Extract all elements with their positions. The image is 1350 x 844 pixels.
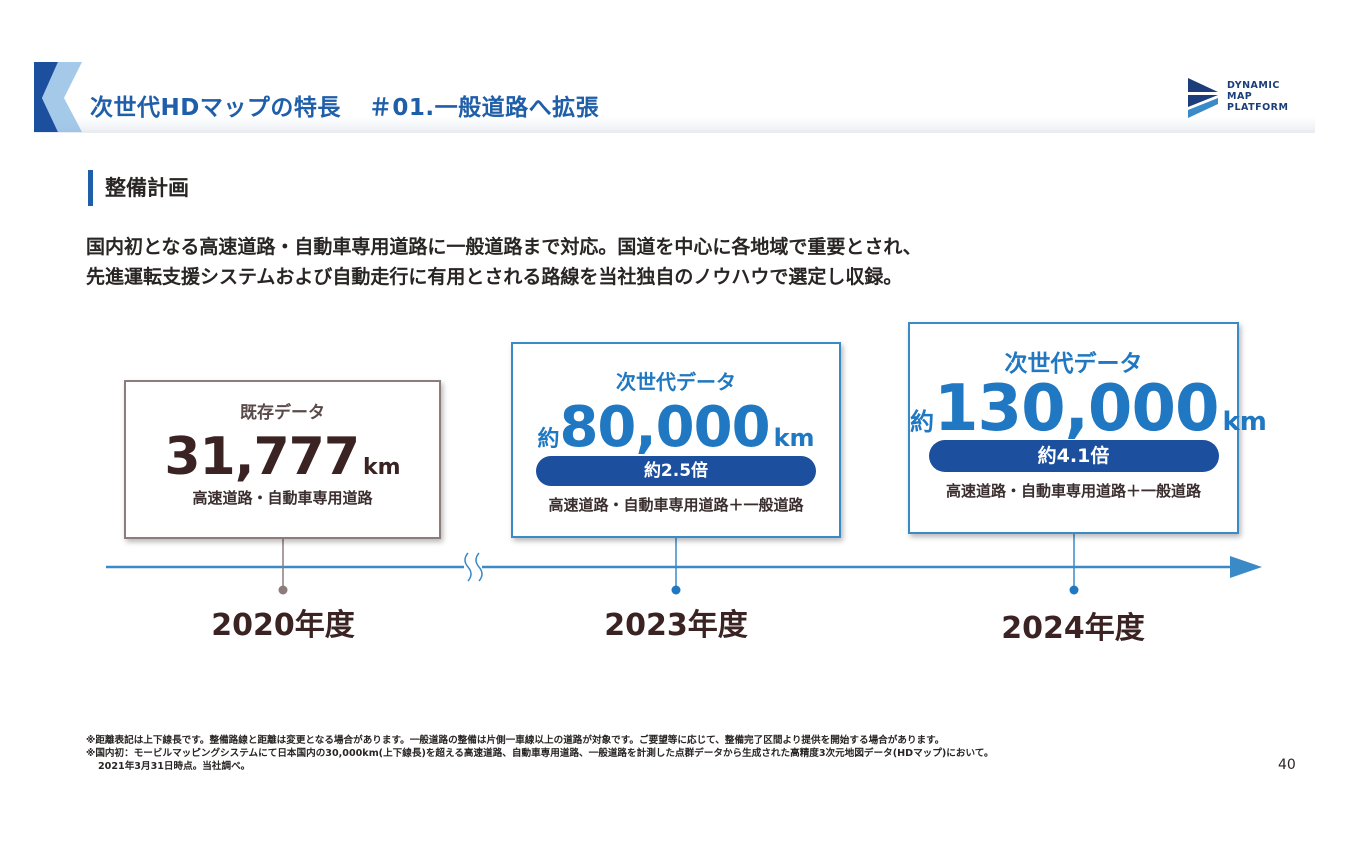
timeline-arrowhead-icon <box>1230 556 1262 578</box>
box-label: 次世代データ <box>1004 351 1143 377</box>
data-box-2020: 既存データ 31,777 km 高速道路・自動車専用道路 <box>124 380 441 539</box>
slide-title: 次世代HDマップの特長 ＃01.一般道路へ拡張 <box>90 88 599 122</box>
footnotes: ※距離表記は上下線長です。整備路線と距離は変更となる場合があります。一般道路の整… <box>86 734 994 773</box>
box-label: 次世代データ <box>616 370 736 394</box>
distance-unit: km <box>363 455 401 480</box>
approx-prefix: 約 <box>910 408 934 436</box>
distance-unit: km <box>773 424 815 452</box>
timeline-break-icon <box>475 552 483 582</box>
approx-prefix: 約 <box>537 427 560 452</box>
lead-line: 国内初となる高速道路・自動車専用道路に一般道路まで対応。国道を中心に各地域で重要… <box>86 236 922 258</box>
distance-number: 31,777 <box>164 427 360 487</box>
logo-line: MAP <box>1227 91 1253 102</box>
footnote-line: 2021年3月31日時点。当社調べ。 <box>98 761 251 772</box>
header-bar <box>34 62 1315 133</box>
box-label: 既存データ <box>240 403 325 423</box>
distance-value: 31,777 km <box>126 427 439 487</box>
slide-title-main: 次世代HDマップの特長 <box>90 95 341 121</box>
marker-2024 <box>1069 585 1079 595</box>
timeline-break-icon <box>464 552 472 582</box>
footnote-line: ※国内初：モービルマッピングシステムにて日本国内の30,000km(上下線長)を… <box>86 748 994 759</box>
distance-number: 80,000 <box>559 395 770 460</box>
data-box-2023: 次世代データ 約80,000 km 約2.5倍 高速道路・自動車専用道路＋一般道路 <box>511 342 841 538</box>
section-heading: 整備計画 <box>88 170 189 206</box>
company-logo-text: DYNAMIC MAP PLATFORM <box>1227 80 1288 113</box>
road-type-text: 高速道路・自動車専用道路 <box>192 489 373 507</box>
distance-value: 約130,000 km <box>910 372 1267 446</box>
marker-2020 <box>278 585 288 595</box>
timeline-break-gap <box>464 552 482 582</box>
logo-line: DYNAMIC <box>1227 80 1280 91</box>
ratio-badge: 約2.5倍 <box>536 456 816 486</box>
page-number: 40 <box>1278 757 1296 773</box>
company-logo-icon <box>1188 78 1218 118</box>
distance-value: 約80,000 km <box>513 395 839 460</box>
road-type-text: 高速道路・自動車専用道路＋一般道路 <box>945 482 1201 500</box>
year-label-2024: 2024年度 <box>1001 611 1145 646</box>
lead-paragraph: 国内初となる高速道路・自動車専用道路に一般道路まで対応。国道を中心に各地域で重要… <box>86 232 922 292</box>
distance-unit: km <box>1222 407 1267 437</box>
marker-2023 <box>671 585 681 595</box>
road-type-text: 高速道路・自動車専用道路＋一般道路 <box>548 496 804 514</box>
header-accent-shape <box>34 62 82 132</box>
data-box-2024: 次世代データ 約130,000 km 約4.1倍 高速道路・自動車専用道路＋一般道… <box>908 322 1267 534</box>
lead-line: 先進運転支援システムおよび自動走行に有用とされる路線を当社独自のノウハウで選定し… <box>86 266 903 288</box>
slide-title-sub: ＃01.一般道路へ拡張 <box>368 95 600 121</box>
logo-line: PLATFORM <box>1227 102 1289 113</box>
footnote-line: ※距離表記は上下線長です。整備路線と距離は変更となる場合があります。一般道路の整… <box>86 735 945 746</box>
year-label-2023: 2023年度 <box>604 608 748 643</box>
year-label-2020: 2020年度 <box>211 608 355 643</box>
distance-number: 130,000 <box>934 372 1219 446</box>
ratio-badge: 約4.1倍 <box>928 440 1219 472</box>
